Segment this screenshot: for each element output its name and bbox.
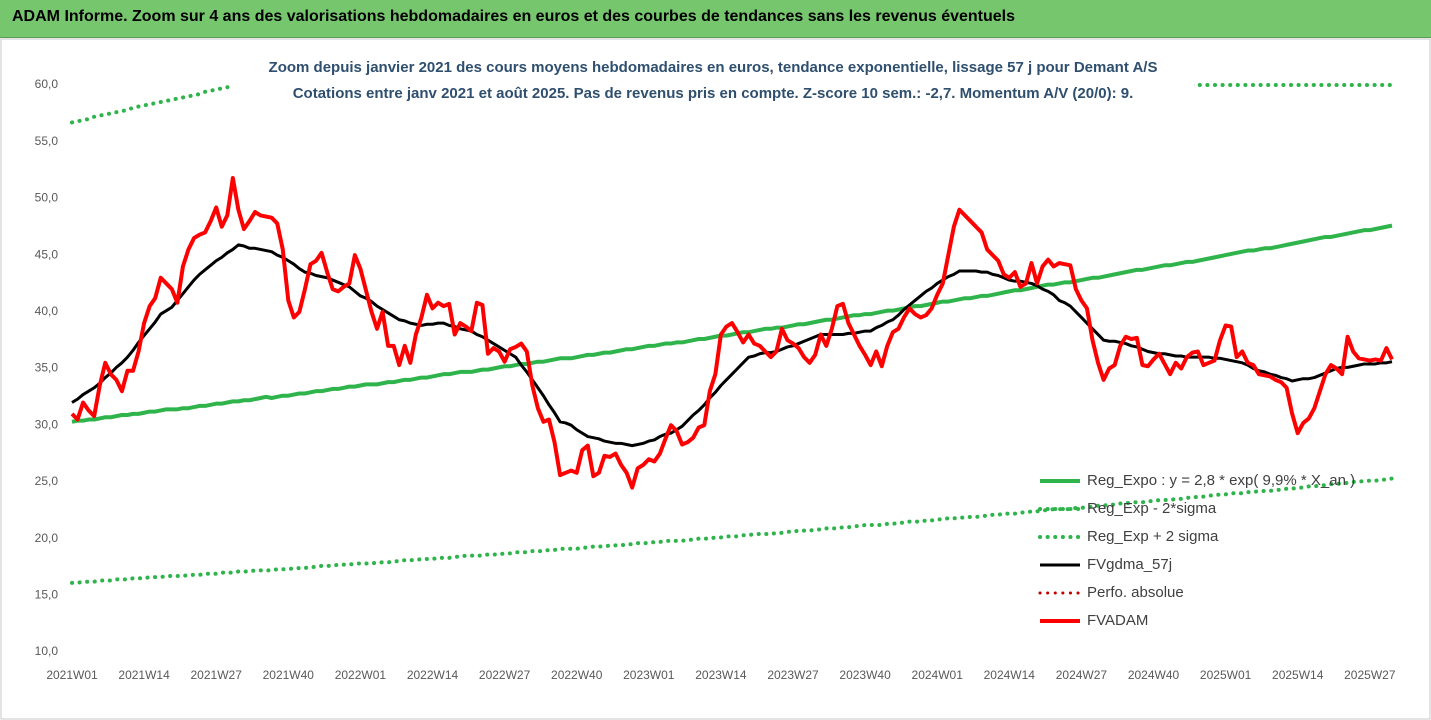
x-tick-label: 2024W40 [1128,668,1180,682]
y-tick-label: 15,0 [35,587,59,601]
legend-label: FVgdma_57j [1087,556,1172,573]
x-tick-label: 2021W01 [46,668,98,682]
series-line [70,175,1394,490]
y-tick-label: 55,0 [35,134,59,148]
chart-subtitle: Cotations entre janv 2021 et août 2025. … [293,85,1134,102]
x-tick-label: 2021W27 [191,668,243,682]
x-tick-label: 2024W14 [984,668,1036,682]
x-tick-label: 2023W14 [695,668,747,682]
x-tick-label: 2022W40 [551,668,603,682]
series-line [71,243,1393,448]
x-tick-label: 2023W40 [839,668,891,682]
x-tick-label: 2025W14 [1272,668,1324,682]
y-tick-label: 50,0 [35,191,59,205]
x-tick-label: 2021W40 [263,668,315,682]
y-tick-label: 25,0 [35,474,59,488]
y-tick-label: 35,0 [35,361,59,375]
x-tick-label: 2023W01 [623,668,675,682]
x-tick-label: 2021W14 [118,668,170,682]
x-tick-label: 2024W01 [912,668,964,682]
legend-label: Reg_Exp - 2*sigma [1087,500,1217,517]
y-tick-label: 20,0 [35,531,59,545]
x-tick-label: 2023W27 [767,668,819,682]
legend-label: Reg_Expo : y = 2,8 * exp( 9,9% * X_an ) [1087,472,1355,489]
chart: 10,0 15,0 20,0 25,0 30,0 35,0 40,0 45,0 50,0 55,0… [0,38,1431,720]
x-tick-label: 2022W27 [479,668,531,682]
y-tick-label: 10,0 [35,644,59,658]
page-title: ADAM Informe. Zoom sur 4 ans des valoris… [12,8,1015,25]
y-tick-label: 60,0 [35,77,59,91]
y-tick-label: 40,0 [35,304,59,318]
legend-label: Perfo. absolue [1087,584,1184,601]
subtitle-box [232,54,1194,112]
x-tick-label: 2025W27 [1344,668,1396,682]
x-tick-label: 2022W01 [335,668,387,682]
series-line [71,223,1393,424]
legend-label: Reg_Exp + 2 sigma [1087,528,1219,545]
x-tick-label: 2025W01 [1200,668,1252,682]
x-tick-label: 2024W27 [1056,668,1108,682]
x-tick-label: 2022W14 [407,668,459,682]
legend-label: FVADAM [1087,612,1148,629]
y-tick-label: 45,0 [35,247,59,261]
chart-subtitle: Zoom depuis janvier 2021 des cours moyen… [269,59,1158,76]
y-tick-label: 30,0 [35,417,59,431]
header-bar: ADAM Informe. Zoom sur 4 ans des valoris… [0,0,1431,38]
series-line [70,476,1394,585]
